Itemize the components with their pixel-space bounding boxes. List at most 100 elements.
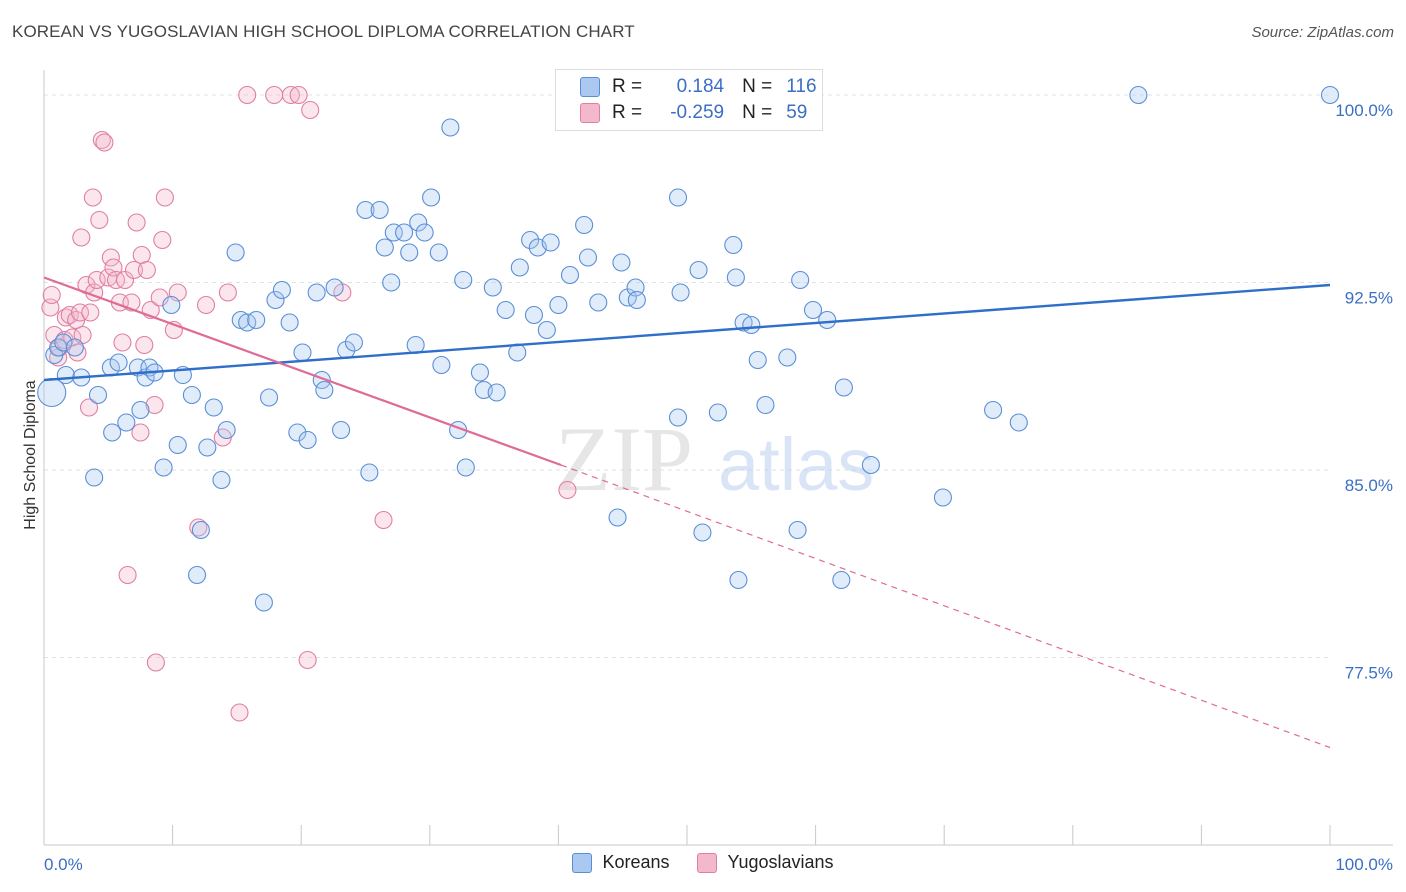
data-point-koreans [259, 388, 279, 407]
data-point-koreans [85, 468, 104, 487]
series-legend: Koreans Yugoslavians [0, 852, 1406, 873]
data-point-koreans [266, 290, 285, 310]
data-point-yugoslavians [81, 303, 100, 322]
data-point-yugoslavians [92, 130, 111, 150]
data-point-koreans [315, 380, 334, 400]
data-point-yugoslavians [196, 295, 216, 315]
data-point-yugoslavians [90, 210, 109, 230]
data-point-koreans [549, 295, 568, 315]
data-point-koreans [54, 333, 73, 352]
data-point-koreans [400, 243, 419, 262]
data-point-koreans [307, 283, 326, 302]
data-point-yugoslavians [137, 260, 156, 280]
data-point-yugoslavians [131, 423, 150, 442]
data-point-yugoslavians [155, 188, 174, 207]
data-point-koreans [131, 400, 150, 420]
data-point-koreans [332, 420, 351, 440]
series-koreans-points [37, 85, 1340, 612]
legend-r-value-yugoslavians: -0.259 [670, 102, 725, 123]
data-point-koreans [109, 353, 128, 372]
data-point-koreans [182, 385, 201, 405]
data-point-yugoslavians [118, 565, 137, 585]
data-point-koreans [168, 435, 187, 455]
data-point-koreans [395, 223, 414, 242]
data-point-koreans [1129, 85, 1148, 105]
data-point-yugoslavians [298, 650, 317, 670]
data-point-koreans [627, 290, 646, 310]
data-point-koreans [861, 455, 880, 475]
legend-swatch-koreans [580, 77, 600, 97]
data-point-koreans [575, 215, 594, 235]
legend-r-label: R = [612, 76, 643, 97]
data-point-yugoslavians [374, 510, 393, 530]
data-point-yugoslavians [115, 270, 135, 290]
data-point-koreans [370, 200, 389, 220]
data-point-koreans [578, 248, 598, 267]
data-point-koreans [280, 313, 299, 332]
data-point-koreans [748, 350, 767, 370]
data-point-koreans [429, 243, 448, 262]
trendline-yugoslavians [43, 276, 562, 467]
data-point-koreans [204, 398, 223, 417]
data-point-yugoslavians [79, 398, 99, 417]
data-point-koreans [742, 315, 761, 335]
data-point-koreans [325, 278, 344, 297]
data-point-koreans [247, 310, 266, 330]
legend-row-koreans: R = 0.184 N = 116 [580, 75, 817, 99]
legend-swatch-yugoslavians [697, 852, 718, 873]
data-point-koreans [483, 278, 502, 297]
data-point-koreans [217, 420, 236, 440]
data-point-koreans [454, 270, 473, 290]
data-point-koreans [293, 343, 312, 362]
data-point-koreans [778, 348, 797, 367]
data-point-koreans [510, 258, 529, 277]
data-point-yugoslavians [72, 228, 91, 247]
data-point-koreans [524, 305, 544, 325]
data-point-yugoslavians [289, 85, 308, 105]
data-point-koreans [360, 463, 379, 482]
data-point-koreans [729, 570, 748, 590]
legend-n-label: N = [742, 102, 773, 123]
data-point-koreans [432, 355, 451, 375]
data-point-koreans [726, 268, 745, 287]
data-point-yugoslavians [230, 703, 249, 722]
data-point-yugoslavians [83, 188, 102, 207]
data-point-koreans [254, 593, 273, 612]
data-point-koreans [671, 283, 690, 302]
data-point-koreans [422, 188, 441, 207]
trendline-koreans [43, 283, 1331, 382]
data-point-yugoslavians [87, 270, 106, 290]
series-yugoslavians-points [41, 85, 577, 722]
data-point-yugoslavians [238, 85, 257, 105]
data-point-koreans [154, 458, 173, 477]
data-point-koreans [791, 270, 810, 290]
data-point-koreans [470, 363, 490, 382]
data-point-yugoslavians [95, 133, 114, 152]
data-point-yugoslavians [189, 518, 208, 537]
data-point-koreans [724, 235, 743, 255]
data-point-koreans [117, 413, 136, 432]
data-point-koreans [803, 300, 823, 320]
data-point-koreans [984, 400, 1003, 420]
data-point-yugoslavians [113, 333, 132, 352]
legend-swatch-koreans [572, 852, 593, 873]
y-tick-label: 85.0% [1345, 476, 1393, 495]
data-point-yugoslavians [265, 85, 284, 105]
source-label: Source: ZipAtlas.com [1251, 24, 1394, 41]
data-point-koreans [56, 365, 75, 385]
data-point-koreans [589, 293, 608, 312]
legend-label-koreans: Koreans [602, 852, 670, 872]
legend-swatch-yugoslavians [580, 103, 600, 123]
data-point-yugoslavians [301, 100, 320, 120]
data-point-koreans [441, 118, 460, 137]
y-tick-label: 92.5% [1345, 289, 1393, 308]
data-point-koreans [668, 408, 688, 427]
legend-item-koreans[interactable]: Koreans [572, 852, 669, 873]
data-point-yugoslavians [132, 245, 151, 265]
legend-item-yugoslavians[interactable]: Yugoslavians [697, 852, 834, 873]
data-point-koreans [487, 383, 506, 402]
data-point-yugoslavians [218, 283, 237, 302]
trendline-yugoslavians-extrapolated [560, 464, 1331, 749]
data-point-koreans [608, 508, 627, 527]
